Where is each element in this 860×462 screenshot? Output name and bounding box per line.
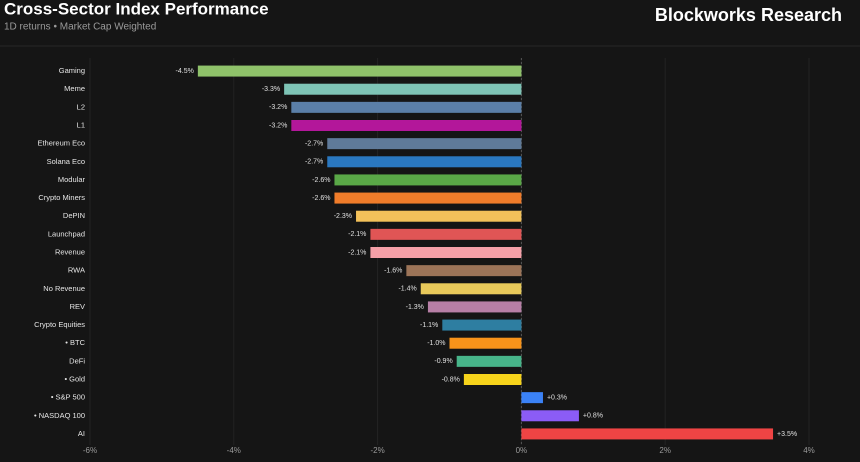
value-label: -2.1%	[348, 231, 366, 238]
y-tick-label: • Gold	[64, 374, 85, 383]
value-label: +0.8%	[583, 413, 603, 420]
y-tick-label: Solana Eco	[47, 157, 85, 166]
bar	[456, 355, 522, 367]
x-tick-label: -2%	[370, 446, 384, 455]
chart-subtitle: 1D returns • Market Cap Weighted	[4, 22, 156, 33]
y-tick-label: L2	[77, 102, 85, 111]
bar	[356, 210, 522, 222]
value-label: -3.2%	[269, 104, 287, 111]
y-tick-label: Ethereum Eco	[37, 139, 85, 148]
y-tick-label: No Revenue	[43, 284, 85, 293]
value-label: -3.3%	[262, 86, 280, 93]
bar	[197, 65, 522, 77]
bar	[291, 120, 522, 131]
bar	[370, 228, 522, 240]
bar	[521, 392, 543, 404]
bar	[370, 247, 522, 258]
x-tick-label: 4%	[803, 446, 815, 455]
y-tick-label: Gaming	[59, 66, 85, 75]
bar	[442, 319, 522, 331]
y-tick-label: • S&P 500	[51, 393, 85, 402]
bar	[406, 265, 522, 277]
value-label: -2.7%	[305, 140, 323, 147]
value-label: -1.6%	[384, 267, 402, 274]
y-tick-label: Meme	[64, 84, 85, 93]
bar	[521, 410, 579, 422]
y-tick-label: L1	[77, 120, 85, 129]
bar	[427, 301, 522, 313]
y-tick-label: DePIN	[63, 211, 85, 220]
y-tick-label: • BTC	[65, 338, 85, 347]
value-label: -1.0%	[427, 340, 445, 347]
bar	[449, 337, 522, 349]
bar	[284, 83, 522, 95]
chart-title: Cross-Sector Index Performance	[4, 0, 269, 18]
x-tick-label: -4%	[227, 446, 241, 455]
bar	[291, 101, 522, 113]
value-label: -2.3%	[334, 213, 352, 220]
value-label: +3.5%	[777, 431, 797, 438]
bar	[420, 283, 522, 295]
value-label: -3.2%	[269, 122, 287, 129]
y-tick-label: Crypto Equities	[34, 320, 85, 329]
brand: Blockworks Research	[655, 5, 842, 25]
y-tick-label: Revenue	[55, 247, 85, 256]
value-label: -2.1%	[348, 249, 366, 256]
bar	[334, 174, 522, 186]
value-label: -2.7%	[305, 159, 323, 166]
value-label: -0.9%	[434, 358, 452, 365]
bar	[327, 138, 522, 150]
value-label: -1.1%	[420, 322, 438, 329]
y-tick-label: Crypto Miners	[38, 193, 85, 202]
y-tick-label: • NASDAQ 100	[34, 411, 85, 420]
value-label: -1.4%	[398, 286, 416, 293]
value-label: +0.3%	[547, 394, 567, 401]
value-label: -2.6%	[312, 195, 330, 202]
x-tick-label: 2%	[659, 446, 671, 455]
y-tick-label: AI	[78, 429, 85, 438]
x-tick-label: 0%	[516, 446, 528, 455]
y-tick-label: RWA	[68, 266, 85, 275]
value-label: -2.6%	[312, 177, 330, 184]
y-tick-label: Launchpad	[48, 229, 85, 238]
value-label: -0.8%	[442, 376, 460, 383]
bar	[463, 374, 522, 385]
value-label: -1.3%	[406, 304, 424, 311]
y-tick-label: Modular	[58, 175, 86, 184]
bar	[334, 192, 522, 204]
y-tick-label: DeFi	[69, 356, 85, 365]
x-tick-label: -6%	[83, 446, 97, 455]
bar	[521, 428, 774, 440]
y-tick-label: REV	[70, 302, 85, 311]
value-label: -4.5%	[176, 68, 194, 75]
bar	[327, 156, 522, 168]
